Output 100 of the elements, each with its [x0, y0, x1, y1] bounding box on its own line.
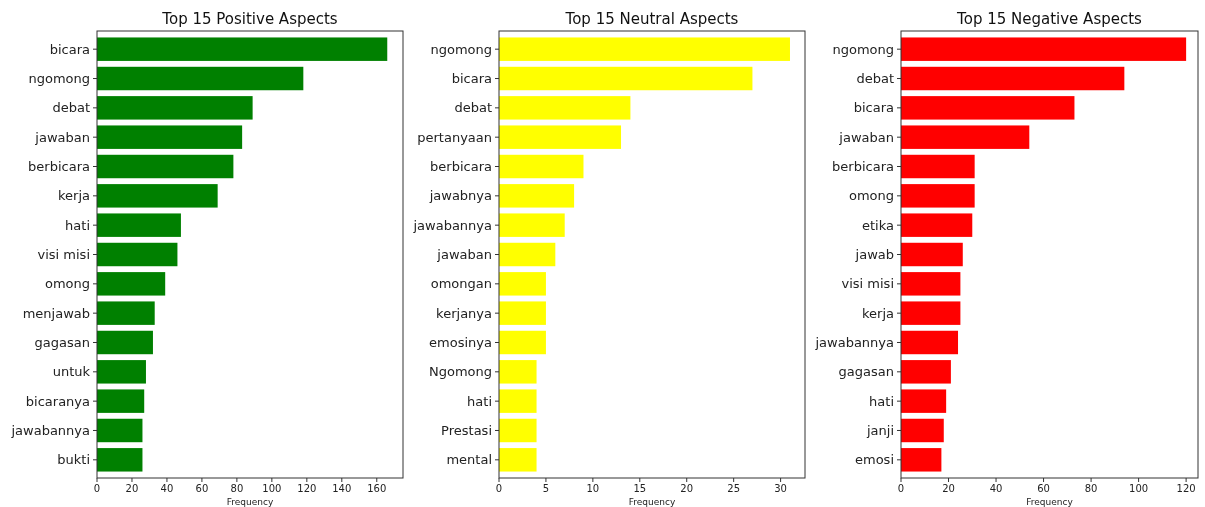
bar — [499, 184, 575, 208]
y-tick-label: gagasan — [34, 334, 90, 350]
bar — [901, 360, 951, 384]
bar — [901, 184, 975, 208]
bar — [901, 330, 959, 355]
x-tick-label: 120 — [1176, 483, 1196, 494]
y-tick-label: ngomong — [430, 41, 492, 57]
bar — [499, 272, 546, 296]
y-tick-label: bicaranya — [25, 393, 90, 409]
y-tick-label: jawabannya — [814, 334, 894, 350]
y-tick-label: jawaban — [34, 129, 90, 145]
x-tick-label: 20 — [942, 483, 955, 494]
x-tick-label: 30 — [774, 483, 787, 494]
y-tick-label: jawab — [854, 247, 894, 262]
chart-title: Top 15 Negative Aspects — [956, 10, 1143, 28]
bar — [901, 96, 1075, 120]
bar — [97, 389, 145, 413]
y-tick-label: hati — [869, 393, 894, 409]
bar — [97, 418, 143, 443]
y-tick-label: bukti — [57, 452, 90, 468]
y-tick-label: emosinya — [429, 334, 492, 350]
y-tick-label: etika — [862, 217, 894, 233]
y-tick-label: emosi — [855, 452, 894, 468]
y-tick-label: kerja — [862, 305, 894, 321]
y-tick-label: visi misi — [37, 247, 90, 262]
bar — [901, 66, 1125, 91]
y-tick-label: menjawab — [22, 305, 90, 321]
y-tick-label: janji — [865, 422, 894, 438]
x-tick-label: 40 — [160, 483, 174, 494]
y-tick-label: kerjanya — [436, 305, 492, 321]
y-tick-label: omong — [44, 276, 90, 292]
bar — [499, 448, 537, 472]
y-tick-label: omong — [848, 188, 894, 204]
bar — [97, 330, 153, 355]
x-tick-label: 5 — [542, 483, 550, 494]
y-tick-label: berbicara — [28, 159, 90, 175]
x-tick-label: 80 — [1084, 483, 1098, 494]
y-tick-label: gagasan — [838, 364, 894, 380]
y-tick-label: untuk — [52, 364, 91, 380]
x-tick-label: 10 — [586, 483, 600, 494]
x-tick-label: 25 — [727, 483, 741, 494]
bar — [499, 360, 537, 384]
y-tick-label: debat — [454, 100, 492, 116]
bar — [499, 154, 584, 179]
bar — [97, 272, 166, 296]
bar — [901, 213, 973, 237]
y-tick-label: debat — [52, 100, 90, 116]
x-axis-title: Frequency — [628, 497, 676, 507]
y-tick-label: Ngomong — [428, 364, 492, 380]
y-tick-label: jawabannya — [412, 217, 492, 233]
x-tick-label: 60 — [195, 483, 209, 494]
x-tick-label: 80 — [230, 483, 244, 494]
y-tick-label: kerja — [58, 188, 90, 204]
y-tick-label: hati — [467, 393, 492, 409]
x-tick-label: 0 — [495, 483, 503, 494]
x-tick-label: 20 — [680, 483, 694, 494]
bar — [499, 242, 556, 267]
bar — [97, 213, 181, 237]
chart-title: Top 15 Neutral Aspects — [564, 10, 739, 28]
bar — [499, 301, 546, 325]
bar — [97, 154, 234, 179]
bar — [499, 125, 622, 149]
bar — [499, 418, 537, 443]
bar — [901, 448, 942, 472]
x-tick-label: 160 — [367, 483, 387, 494]
bar — [97, 125, 243, 149]
bar — [901, 125, 1030, 149]
x-tick-label: 120 — [297, 483, 317, 494]
y-tick-label: pertanyaan — [417, 129, 492, 145]
y-tick-label: hati — [65, 217, 90, 233]
bar — [499, 330, 546, 355]
bar — [499, 37, 790, 61]
bar — [499, 96, 631, 120]
y-tick-label: mental — [446, 452, 492, 468]
bar — [901, 37, 1187, 61]
y-tick-label: bicara — [49, 41, 90, 57]
x-tick-label: 20 — [125, 483, 139, 494]
x-tick-label: 100 — [1129, 483, 1149, 494]
y-tick-label: debat — [856, 71, 894, 87]
bar — [97, 360, 146, 384]
x-tick-label: 100 — [262, 483, 282, 494]
bar — [901, 272, 961, 296]
bar — [97, 37, 388, 61]
x-tick-label: 15 — [633, 483, 647, 494]
bar — [97, 448, 143, 472]
y-tick-label: jawabannya — [10, 422, 90, 438]
bar — [97, 96, 253, 120]
y-tick-label: berbicara — [430, 159, 492, 175]
y-tick-label: ngomong — [832, 41, 894, 57]
x-tick-label: 140 — [332, 483, 352, 494]
bar — [901, 154, 975, 179]
y-tick-label: bicara — [451, 71, 492, 87]
bar — [901, 242, 963, 267]
bar — [499, 389, 537, 413]
bar — [499, 66, 753, 91]
y-tick-label: omongan — [430, 276, 492, 292]
y-tick-label: bicara — [853, 100, 894, 116]
x-axis-title: Frequency — [1026, 497, 1074, 507]
bar — [901, 389, 947, 413]
x-tick-label: 0 — [93, 483, 101, 494]
